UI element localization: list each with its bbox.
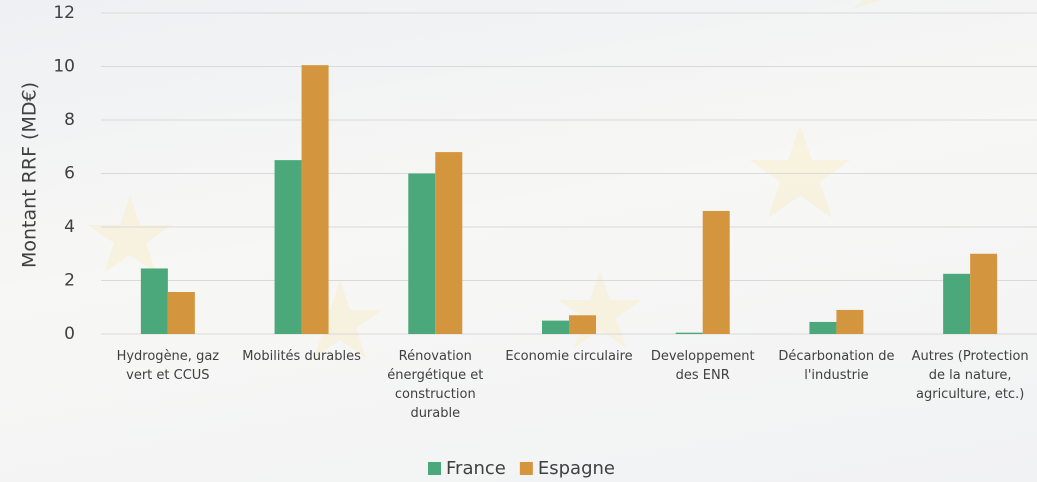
y-tick-label: 8 [64, 110, 75, 130]
y-tick-label: 6 [64, 164, 75, 184]
bar [675, 332, 703, 334]
bar [702, 210, 730, 334]
x-tick-label: Mobilités durables [242, 349, 361, 364]
x-tick-label: Developpement des ENR [650, 349, 755, 383]
legend-label: Espagne [538, 458, 615, 479]
bar [836, 309, 864, 334]
legend-swatch [519, 462, 533, 475]
bar [970, 253, 998, 334]
y-tick-label: 10 [53, 57, 75, 77]
y-tick-label: 4 [64, 217, 75, 237]
y-tick-label: 2 [64, 271, 75, 291]
bar [274, 160, 302, 334]
bar [301, 65, 329, 334]
bar [809, 321, 837, 334]
x-tick-label: Hydrogène, gaz vert et CCUS [116, 349, 220, 383]
y-axis-title: Montant RRF (MD€) [19, 82, 41, 268]
bar [435, 152, 463, 334]
x-tick-label: Rénovation énergétique et construction d… [387, 349, 484, 421]
bar [408, 173, 436, 334]
bar [542, 320, 569, 334]
bar [140, 268, 168, 334]
x-tick-label: Autres (Protection de la nature, agricul… [911, 349, 1029, 402]
bar [167, 292, 195, 334]
bar [943, 273, 971, 334]
legend-swatch [428, 462, 441, 475]
legend-label: France [446, 458, 506, 479]
x-tick-label: Décarbonation de l'industrie [778, 349, 895, 383]
bar [569, 315, 596, 334]
x-tick-label: Economie circulaire [505, 349, 633, 364]
background-stars [88, 0, 880, 358]
y-tick-label: 0 [64, 324, 75, 344]
y-tick-label: 12 [53, 3, 75, 23]
